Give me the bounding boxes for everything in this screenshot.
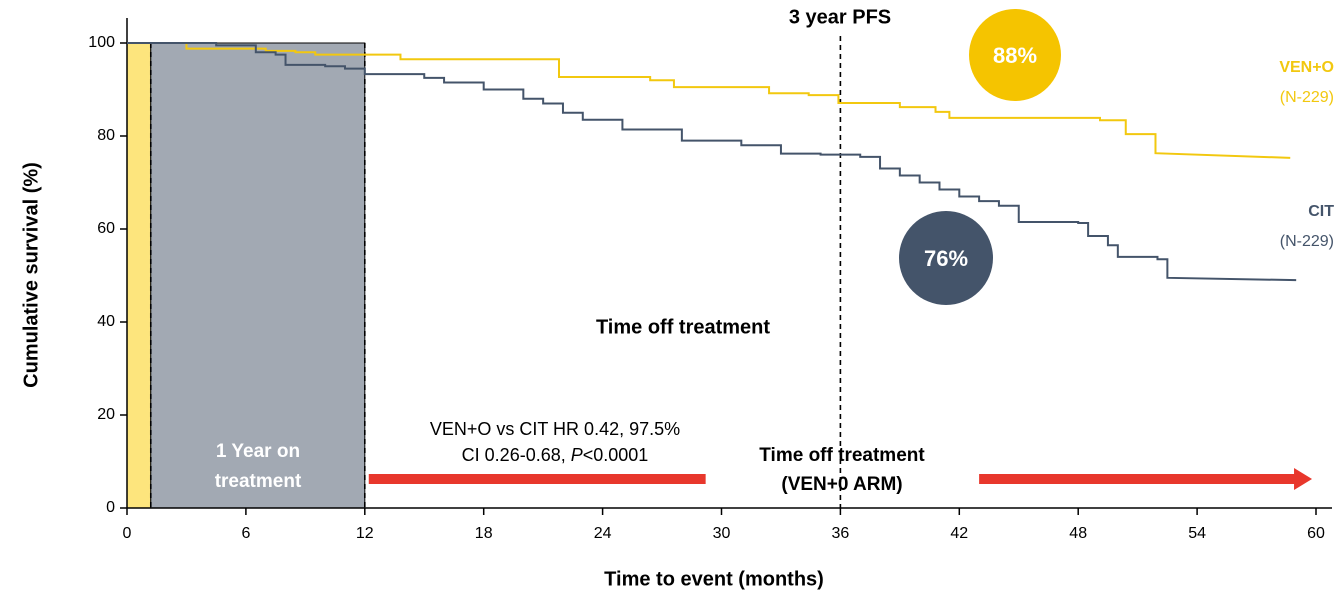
off-arm-label: Time off treatment bbox=[759, 445, 925, 466]
shaded-region bbox=[150, 42, 366, 509]
hr-ci: CI 0.26-0.68, bbox=[462, 445, 566, 465]
hr-pvalue: <0.0001 bbox=[583, 445, 649, 465]
ven-rate: 88% bbox=[993, 43, 1037, 68]
x-tick-label: 6 bbox=[241, 525, 250, 542]
off-treatment-label: Time off treatment bbox=[596, 316, 770, 338]
shaded-region bbox=[126, 42, 152, 509]
legend-name: CIT bbox=[1308, 203, 1334, 220]
pfs-label: 3 year PFS bbox=[789, 6, 891, 28]
x-tick-label: 60 bbox=[1307, 525, 1325, 542]
background-layer bbox=[126, 36, 842, 509]
survival-line bbox=[127, 42, 1291, 159]
on-treatment-label: treatment bbox=[215, 471, 302, 492]
x-tick-label: 18 bbox=[475, 525, 493, 542]
x-tick-label: 42 bbox=[950, 525, 968, 542]
y-tick-label: 0 bbox=[106, 499, 115, 516]
legend-subtitle: (N-229) bbox=[1280, 89, 1334, 106]
legend-subtitle: (N-229) bbox=[1280, 233, 1334, 250]
x-tick-label: 54 bbox=[1188, 525, 1206, 542]
y-tick-label: 20 bbox=[97, 406, 115, 423]
on-treatment-label: 1 Year on bbox=[216, 441, 300, 462]
cit-rate: 76% bbox=[924, 246, 968, 271]
hr-text: VEN+O vs CIT HR 0.42, 97.5% bbox=[430, 419, 680, 439]
arrow bbox=[368, 474, 706, 484]
x-tick-label: 0 bbox=[123, 525, 132, 542]
y-tick-label: 100 bbox=[88, 34, 115, 51]
x-tick-label: 30 bbox=[713, 525, 731, 542]
ven-rate-badge bbox=[969, 9, 1061, 101]
y-axis-title: Cumulative survival (%) bbox=[20, 162, 42, 388]
x-axis-title: Time to event (months) bbox=[604, 568, 824, 590]
survival-line bbox=[127, 42, 1297, 282]
x-tick-label: 48 bbox=[1069, 525, 1087, 542]
arrow bbox=[979, 468, 1313, 490]
y-tick-label: 60 bbox=[97, 220, 115, 237]
hr-text: CI 0.26-0.68, P<0.0001 bbox=[462, 445, 649, 465]
x-tick-label: 12 bbox=[356, 525, 374, 542]
hr-p: P bbox=[571, 445, 583, 465]
x-tick-label: 24 bbox=[594, 525, 612, 542]
y-tick-label: 80 bbox=[97, 127, 115, 144]
cit-rate-badge bbox=[899, 211, 993, 305]
legend-name: VEN+O bbox=[1279, 59, 1334, 76]
x-tick-label: 36 bbox=[832, 525, 850, 542]
off-arm-label: (VEN+0 ARM) bbox=[781, 474, 902, 495]
y-tick-label: 40 bbox=[97, 313, 115, 330]
